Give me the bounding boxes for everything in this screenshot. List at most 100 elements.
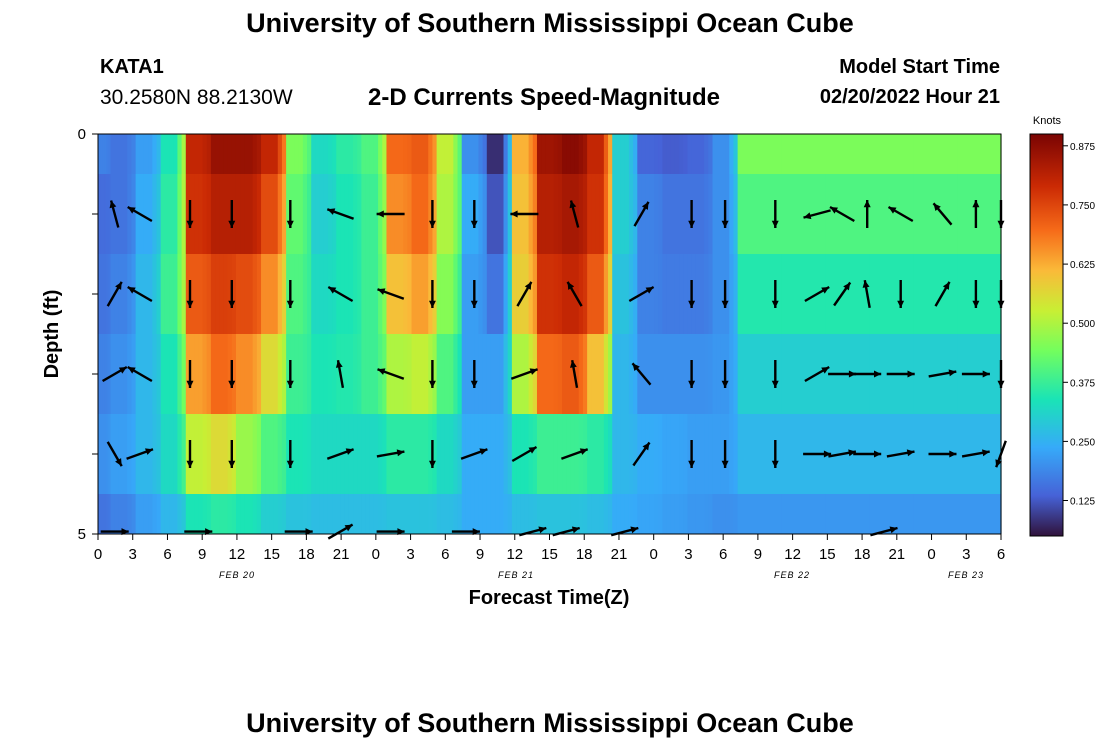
- heat-cell: [319, 254, 325, 334]
- heat-cell: [206, 334, 212, 414]
- heat-cell: [244, 254, 250, 334]
- heat-cell: [695, 334, 701, 414]
- heat-cell: [148, 254, 153, 334]
- heat-cell: [612, 174, 617, 254]
- current-arrow: [803, 450, 832, 458]
- heat-cell: [654, 414, 659, 494]
- heat-cell: [135, 134, 141, 174]
- heat-cell: [637, 414, 643, 494]
- heat-cell: [357, 414, 362, 494]
- heat-cell: [273, 174, 279, 254]
- heat-cell: [411, 414, 417, 494]
- current-arrow: [804, 285, 830, 303]
- heat-cell: [369, 134, 375, 174]
- x-tick-label: 21: [333, 546, 350, 563]
- heat-cell: [143, 334, 149, 414]
- heat-cell: [378, 494, 383, 534]
- current-arrow: [286, 280, 294, 308]
- heat-cell: [248, 414, 254, 494]
- heat-cell: [532, 134, 538, 174]
- heat-cell: [608, 414, 613, 494]
- current-arrow: [688, 440, 696, 468]
- heat-cell: [319, 134, 325, 174]
- heat-cell: [100, 334, 103, 414]
- heat-cell: [490, 494, 496, 534]
- heat-cell: [674, 414, 680, 494]
- heat-cell: [645, 134, 651, 174]
- current-arrow: [688, 280, 696, 308]
- heat-cell: [708, 414, 714, 494]
- heat-cell: [708, 134, 714, 174]
- heat-cell: [628, 334, 634, 414]
- heat-cell: [691, 174, 697, 254]
- heat-cell: [227, 494, 233, 534]
- heat-cell: [516, 494, 521, 534]
- heat-cell: [562, 494, 567, 534]
- heat-cell: [373, 334, 379, 414]
- heat-cell: [869, 254, 914, 334]
- heat-cell: [235, 254, 241, 334]
- heat-cell: [511, 494, 517, 534]
- heat-cell: [570, 134, 576, 174]
- heat-cell: [624, 334, 630, 414]
- heat-cell: [574, 134, 580, 174]
- heat-cell: [100, 174, 103, 254]
- heat-cell: [415, 174, 421, 254]
- current-arrow: [932, 202, 953, 226]
- heat-cell: [131, 174, 137, 254]
- heat-cell: [662, 174, 668, 254]
- x-tick-label: 9: [198, 546, 206, 563]
- heat-cell: [541, 134, 546, 174]
- heat-cell: [428, 494, 434, 534]
- heat-cell: [633, 134, 638, 174]
- heat-cell: [118, 414, 124, 494]
- heat-cell: [453, 254, 459, 334]
- heat-cell: [194, 494, 199, 534]
- heat-cell: [608, 494, 613, 534]
- heat-cell: [457, 254, 463, 334]
- heat-cell: [649, 174, 655, 254]
- heat-cell: [348, 414, 354, 494]
- current-arrow: [326, 208, 355, 220]
- heat-cell: [729, 254, 735, 334]
- heat-cell: [152, 334, 158, 414]
- heat-cell: [269, 334, 275, 414]
- current-arrow: [284, 528, 313, 536]
- heat-cell: [156, 334, 162, 414]
- heat-cell: [536, 174, 542, 254]
- heat-cell: [261, 334, 266, 414]
- current-arrow: [470, 280, 478, 308]
- heat-cell: [127, 334, 133, 414]
- heat-cell: [290, 414, 296, 494]
- x-tick-label: 0: [94, 546, 102, 563]
- x-tick-label: 0: [650, 546, 658, 563]
- heat-cell: [307, 134, 312, 174]
- heat-cell: [340, 334, 346, 414]
- heat-cell: [461, 494, 467, 534]
- current-arrow: [109, 200, 120, 228]
- heat-cell: [169, 174, 174, 254]
- heat-cell: [507, 334, 513, 414]
- current-arrow: [126, 448, 154, 460]
- heat-cell: [248, 134, 254, 174]
- heat-cell: [152, 134, 158, 174]
- heat-cell: [825, 254, 870, 334]
- heat-cell: [545, 254, 551, 334]
- heat-cell: [578, 174, 584, 254]
- heat-cell: [654, 254, 659, 334]
- heat-cell: [490, 174, 496, 254]
- heat-cell: [524, 134, 530, 174]
- heat-cell: [704, 254, 709, 334]
- heat-cell: [185, 414, 191, 494]
- heat-cell: [591, 414, 597, 494]
- heat-cell: [670, 134, 676, 174]
- heat-cell: [582, 134, 588, 174]
- heat-cell: [261, 254, 266, 334]
- heat-cell: [825, 174, 870, 254]
- x-tick-label: 3: [129, 546, 137, 563]
- heat-cell: [307, 494, 312, 534]
- heat-cell: [223, 334, 229, 414]
- heat-cell: [700, 134, 705, 174]
- heat-cell: [294, 414, 300, 494]
- current-arrow: [377, 288, 405, 300]
